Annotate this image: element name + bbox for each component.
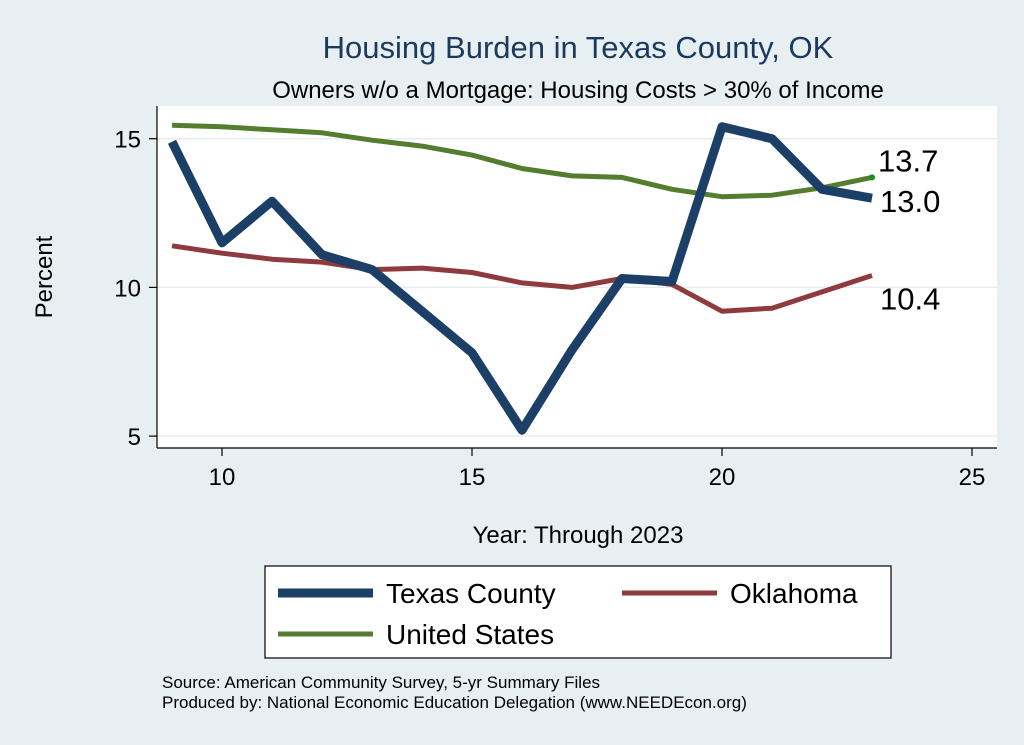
chart-title: Housing Burden in Texas County, OK	[323, 30, 834, 65]
y-tick-label: 15	[114, 127, 141, 154]
end-label-oklahoma: 10.4	[880, 282, 940, 317]
y-axis-title: Percent	[31, 235, 58, 318]
chart-subtitle: Owners w/o a Mortgage: Housing Costs > 3…	[272, 77, 884, 104]
y-axis-ticks: 5 10 15	[114, 127, 157, 451]
legend-label-united-states: United States	[386, 619, 554, 650]
series-line-oklahoma	[171, 243, 873, 314]
plot-area	[157, 106, 997, 448]
end-label-texas-county: 13.0	[880, 184, 940, 219]
legend-label-oklahoma: Oklahoma	[730, 578, 858, 609]
series-end-marker	[869, 174, 875, 181]
x-tick-label: 15	[459, 464, 486, 491]
series-lines	[167, 122, 875, 435]
legend-items: Texas County Oklahoma United States	[278, 578, 858, 650]
produced-by-note: Produced by: National Economic Education…	[162, 693, 747, 712]
legend-label-texas-county: Texas County	[386, 578, 556, 609]
y-tick-label: 5	[128, 424, 141, 451]
x-axis-title: Year: Through 2023	[473, 522, 684, 549]
x-tick-label: 10	[209, 464, 236, 491]
x-axis-ticks: 10 15 20 25	[209, 448, 986, 491]
y-tick-label: 10	[114, 275, 141, 302]
x-tick-label: 25	[959, 464, 986, 491]
series-line-texas-county	[167, 122, 873, 435]
legend	[264, 565, 892, 659]
x-tick-label: 20	[709, 464, 736, 491]
end-label-united-states: 13.7	[878, 143, 938, 178]
end-labels: 13.0 10.4 13.7	[878, 143, 940, 316]
series-line-united-states	[171, 122, 873, 200]
source-note: Source: American Community Survey, 5-yr …	[162, 673, 600, 692]
